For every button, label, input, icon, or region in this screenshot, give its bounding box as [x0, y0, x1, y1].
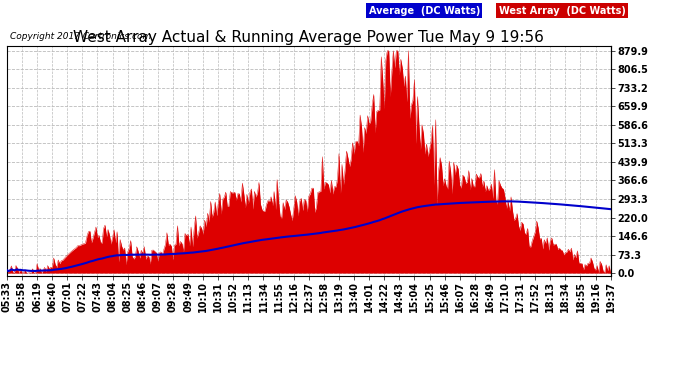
Text: Average  (DC Watts): Average (DC Watts): [368, 6, 480, 16]
Text: Copyright 2017 Cartronics.com: Copyright 2017 Cartronics.com: [10, 32, 152, 41]
Title: West Array Actual & Running Average Power Tue May 9 19:56: West Array Actual & Running Average Powe…: [73, 30, 544, 45]
Text: West Array  (DC Watts): West Array (DC Watts): [499, 6, 626, 16]
